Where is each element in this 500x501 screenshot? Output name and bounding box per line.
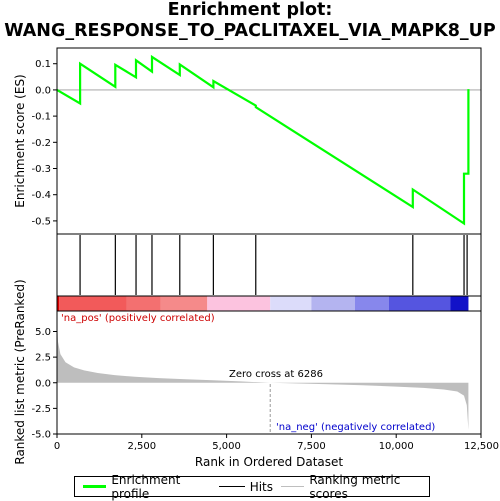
heatmap-segment	[207, 296, 271, 311]
legend: Enrichment profile Hits Ranking metric s…	[74, 473, 430, 501]
es-y-axis-label: Enrichment score (ES)	[13, 74, 27, 207]
legend-hits-swatch	[218, 486, 245, 487]
metric-y-ticks: 5.0 2.5 0.0 -2.5 -5.0	[31, 327, 57, 441]
es-y-tick-label: -0.2	[31, 138, 51, 149]
x-tick-label: 2,500	[127, 441, 156, 452]
title-line-1: Enrichment plot:	[167, 0, 333, 20]
hits-panel-border	[56, 233, 482, 297]
heatmap-segment	[450, 296, 469, 311]
x-tick-label: 10,000	[379, 441, 414, 452]
legend-metric-swatch	[281, 486, 305, 487]
legend-hits-label: Hits	[249, 479, 274, 494]
positive-correlation-label: 'na_pos' (positively correlated)	[61, 313, 215, 324]
x-tick-label: 0	[54, 441, 60, 452]
ranking-heatmap-bar	[56, 295, 482, 312]
x-tick-label: 12,500	[464, 441, 499, 452]
metric-y-tick-label: 0.0	[35, 378, 51, 389]
metric-panel-bg	[57, 311, 481, 434]
es-panel-bg	[57, 48, 481, 234]
hits-panel	[56, 233, 482, 297]
metric-panel-border	[56, 310, 482, 435]
legend-item-metric: Ranking metric scores	[281, 473, 429, 501]
x-tick-label: 5,000	[212, 441, 241, 452]
heatmap-segments	[57, 296, 469, 311]
heatmap-segment	[311, 296, 355, 311]
metric-panel: 5.0 2.5 0.0 -2.5 -5.0 0 2,500 5,000 7,500 10,000…	[13, 279, 499, 469]
legend-item-hits: Hits	[218, 479, 274, 494]
heatmap-segment	[59, 296, 127, 311]
heatmap-segment	[160, 296, 208, 311]
hit-lines	[79, 235, 468, 295]
metric-x-ticks: 0 2,500 5,000 7,500 10,000 12,500	[54, 434, 499, 452]
heatmap-segment	[57, 296, 60, 311]
es-y-tick-label: -0.3	[31, 164, 51, 175]
title-line-2: WANG_RESPONSE_TO_PACLITAXEL_VIA_MAPK8_UP	[4, 21, 496, 41]
es-y-tick-label: -0.1	[31, 112, 51, 123]
metric-y-tick-label: -5.0	[31, 430, 51, 441]
metric-y-tick-label: 5.0	[35, 327, 51, 338]
chart-title: Enrichment plot: WANG_RESPONSE_TO_PACLIT…	[0, 0, 500, 42]
zero-cross-label: Zero cross at 6286	[229, 369, 323, 380]
metric-y-tick-label: 2.5	[35, 353, 51, 364]
legend-metric-label: Ranking metric scores	[309, 472, 401, 501]
x-tick-label: 7,500	[297, 441, 326, 452]
heatmap-segment	[270, 296, 312, 311]
metric-y-axis-label: Ranked list metric (PreRanked)	[13, 279, 27, 464]
negative-correlation-label: 'na_neg' (negatively correlated)	[276, 422, 435, 433]
legend-item-enrichment: Enrichment profile	[83, 473, 211, 501]
legend-es-swatch	[83, 485, 107, 488]
es-y-ticks: 0.1 0.0 -0.1 -0.2 -0.3 -0.4 -0.5	[31, 59, 57, 227]
heatmap-segment	[354, 296, 389, 311]
metric-y-tick-label: -2.5	[31, 404, 51, 415]
es-y-tick-label: -0.5	[31, 216, 51, 227]
heatmap-segment	[388, 296, 451, 311]
es-panel: 0.1 0.0 -0.1 -0.2 -0.3 -0.4 -0.5 Enrichment sc…	[13, 47, 482, 235]
x-axis-label: Rank in Ordered Dataset	[195, 455, 343, 469]
enrichment-profile-line	[56, 54, 470, 226]
es-y-tick-label: -0.4	[31, 190, 51, 201]
es-y-tick-label: 0.1	[35, 59, 51, 70]
es-y-tick-label: 0.0	[35, 85, 51, 96]
heatmap-segment	[126, 296, 161, 311]
legend-es-label: Enrichment profile	[111, 472, 181, 501]
